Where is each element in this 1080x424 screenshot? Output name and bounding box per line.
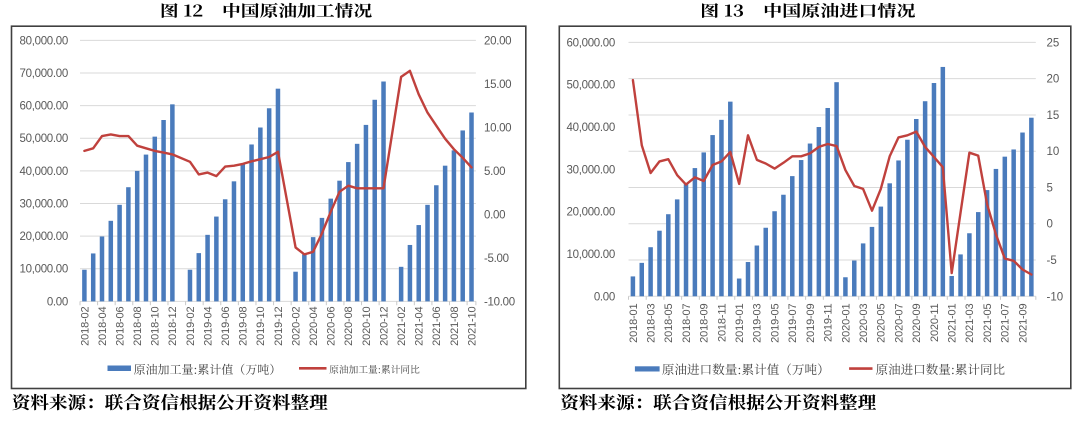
svg-text:2021-01: 2021-01	[947, 303, 959, 342]
svg-text:2019-05: 2019-05	[769, 303, 781, 342]
svg-text:50,000.00: 50,000.00	[20, 133, 68, 145]
svg-text:2020-09: 2020-09	[911, 303, 923, 342]
svg-text:2019-02: 2019-02	[185, 306, 197, 345]
svg-text:2019-06: 2019-06	[220, 306, 232, 345]
svg-text:-10: -10	[1047, 291, 1064, 303]
svg-text:2019-04: 2019-04	[202, 306, 214, 345]
svg-text:2020-10: 2020-10	[361, 306, 373, 345]
svg-text:40,000.00: 40,000.00	[20, 166, 68, 178]
svg-text:0: 0	[1047, 219, 1053, 231]
svg-text:2021-04: 2021-04	[414, 306, 426, 345]
svg-text:2019-08: 2019-08	[238, 306, 250, 345]
svg-text:2020-04: 2020-04	[308, 306, 320, 345]
svg-text:2020-06: 2020-06	[326, 306, 338, 345]
svg-text:70,000.00: 70,000.00	[20, 68, 68, 80]
svg-text:2018-04: 2018-04	[97, 306, 109, 345]
svg-text:0.00: 0.00	[484, 209, 505, 221]
svg-text:2019-09: 2019-09	[805, 303, 817, 342]
svg-text:2020-05: 2020-05	[876, 303, 888, 342]
svg-text:-10.00: -10.00	[484, 296, 515, 308]
svg-text:2020-12: 2020-12	[378, 306, 390, 345]
svg-text:-5: -5	[1047, 255, 1057, 267]
svg-text:0.00: 0.00	[594, 291, 615, 303]
svg-text:10.00: 10.00	[484, 122, 511, 134]
svg-text:20.00: 20.00	[484, 35, 511, 47]
svg-text:-5.00: -5.00	[484, 253, 509, 265]
svg-text:15: 15	[1047, 110, 1060, 122]
svg-text:2019-01: 2019-01	[734, 303, 746, 342]
svg-text:2021-07: 2021-07	[1000, 303, 1012, 342]
svg-text:2020-03: 2020-03	[858, 303, 870, 342]
svg-text:2021-03: 2021-03	[964, 303, 976, 342]
svg-text:2021-09: 2021-09	[1017, 303, 1029, 342]
svg-text:2018-07: 2018-07	[681, 303, 693, 342]
svg-text:40,000.00: 40,000.00	[567, 122, 615, 134]
svg-text:5.00: 5.00	[484, 166, 505, 178]
svg-text:2018-10: 2018-10	[150, 306, 162, 345]
svg-text:2020-02: 2020-02	[290, 306, 302, 345]
svg-text:2020-07: 2020-07	[893, 303, 905, 342]
svg-text:10,000.00: 10,000.00	[567, 249, 615, 261]
svg-text:2020-11: 2020-11	[929, 303, 941, 342]
svg-text:15.00: 15.00	[484, 79, 511, 91]
svg-text:2018-01: 2018-01	[628, 303, 640, 342]
svg-text:20: 20	[1047, 74, 1060, 86]
svg-text:2021-06: 2021-06	[431, 306, 443, 345]
svg-text:2021-08: 2021-08	[449, 306, 461, 345]
svg-text:2018-11: 2018-11	[716, 303, 728, 342]
svg-text:20,000.00: 20,000.00	[567, 207, 615, 219]
svg-text:80,000.00: 80,000.00	[20, 35, 68, 47]
svg-text:5: 5	[1047, 182, 1053, 194]
svg-text:2021-05: 2021-05	[982, 303, 994, 342]
svg-text:2020-01: 2020-01	[840, 303, 852, 342]
svg-text:2021-10: 2021-10	[466, 306, 478, 345]
svg-text:20,000.00: 20,000.00	[20, 231, 68, 243]
svg-text:2021-02: 2021-02	[396, 306, 408, 345]
svg-text:2019-07: 2019-07	[787, 303, 799, 342]
svg-text:60,000.00: 60,000.00	[567, 37, 615, 49]
svg-text:0.00: 0.00	[47, 296, 68, 308]
svg-text:10,000.00: 10,000.00	[20, 264, 68, 276]
svg-text:2019-11: 2019-11	[823, 303, 835, 342]
svg-text:2019-03: 2019-03	[752, 303, 764, 342]
svg-text:60,000.00: 60,000.00	[20, 101, 68, 113]
svg-text:2018-06: 2018-06	[114, 306, 126, 345]
svg-text:2020-08: 2020-08	[343, 306, 355, 345]
svg-text:2018-03: 2018-03	[645, 303, 657, 342]
svg-text:2018-09: 2018-09	[699, 303, 711, 342]
svg-text:30,000.00: 30,000.00	[567, 164, 615, 176]
svg-text:10: 10	[1047, 146, 1060, 158]
svg-text:30,000.00: 30,000.00	[20, 198, 68, 210]
svg-text:2019-12: 2019-12	[273, 306, 285, 345]
svg-text:2019-10: 2019-10	[255, 306, 267, 345]
svg-text:50,000.00: 50,000.00	[567, 80, 615, 92]
svg-text:2018-08: 2018-08	[132, 306, 144, 345]
svg-text:2018-02: 2018-02	[79, 306, 91, 345]
svg-text:2018-05: 2018-05	[663, 303, 675, 342]
svg-text:2018-12: 2018-12	[167, 306, 179, 345]
svg-text:25: 25	[1047, 37, 1060, 49]
